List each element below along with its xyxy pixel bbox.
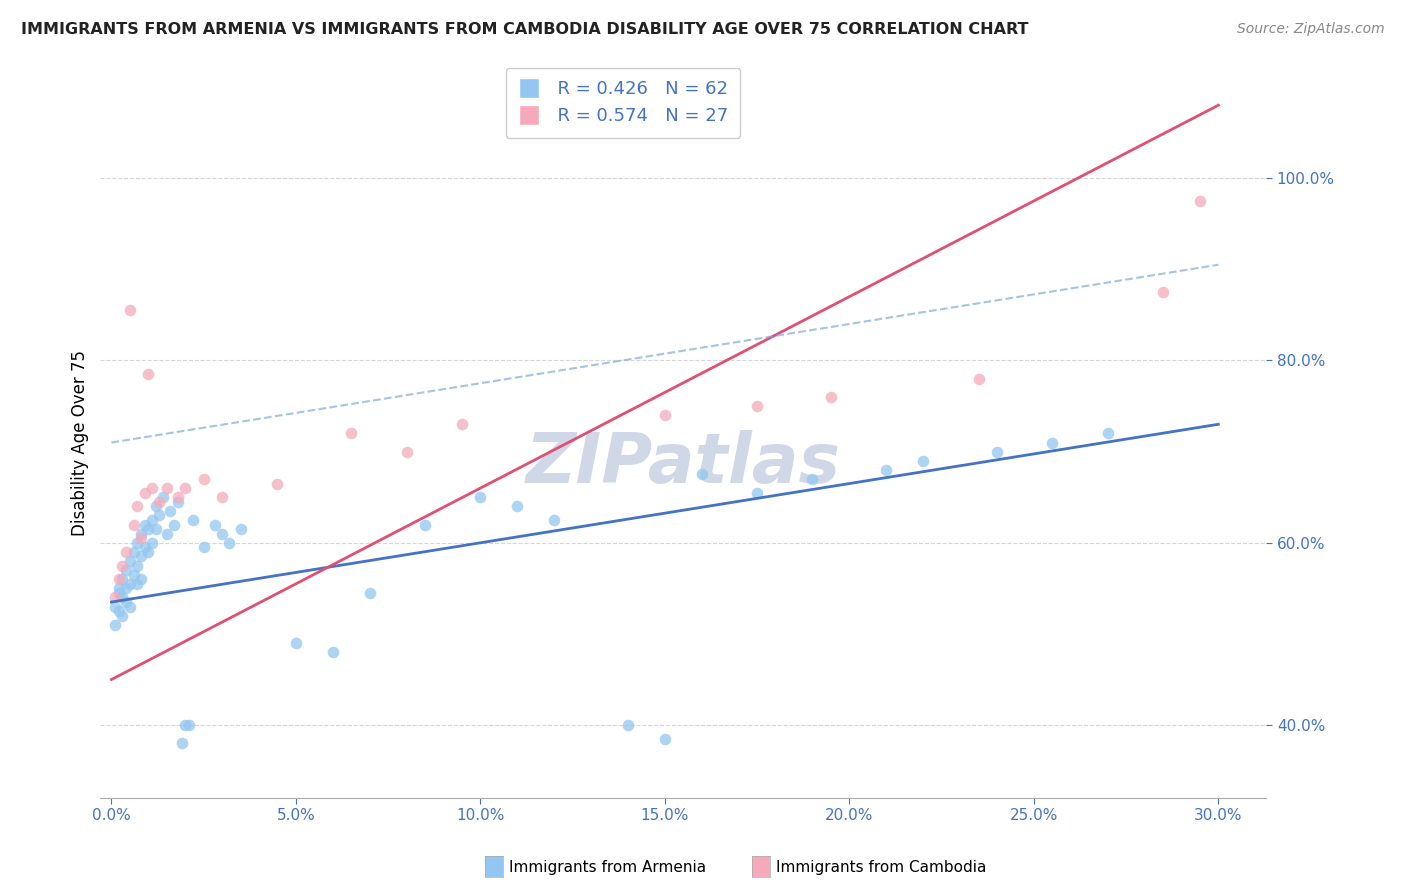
Point: [170, 736, 193, 750]
Point: [986, 444, 1008, 458]
Point: [145, 500, 167, 514]
Point: [127, 500, 149, 514]
Point: [127, 536, 149, 550]
Text: Immigrants from Cambodia: Immigrants from Cambodia: [776, 860, 987, 875]
Point: [166, 495, 188, 509]
Point: [181, 513, 204, 527]
Point: [129, 572, 152, 586]
Point: [107, 582, 129, 596]
Text: IMMIGRANTS FROM ARMENIA VS IMMIGRANTS FROM CAMBODIA DISABILITY AGE OVER 75 CORRE: IMMIGRANTS FROM ARMENIA VS IMMIGRANTS FR…: [21, 22, 1029, 37]
Point: [820, 390, 842, 404]
Point: [141, 536, 163, 550]
Point: [104, 599, 127, 614]
Point: [156, 481, 179, 495]
Point: [875, 463, 897, 477]
Point: [107, 586, 129, 600]
Point: [174, 481, 197, 495]
Point: [118, 554, 141, 568]
Text: Immigrants from Armenia: Immigrants from Armenia: [509, 860, 706, 875]
Point: [166, 490, 188, 504]
Point: [218, 536, 240, 550]
Point: [115, 545, 138, 559]
Point: [156, 526, 179, 541]
Point: [141, 513, 163, 527]
Point: [127, 577, 149, 591]
Text: Source: ZipAtlas.com: Source: ZipAtlas.com: [1237, 22, 1385, 37]
Point: [129, 531, 152, 545]
Point: [211, 526, 233, 541]
Point: [284, 636, 307, 650]
Point: [193, 541, 215, 555]
Point: [506, 500, 529, 514]
Point: [111, 608, 134, 623]
Point: [266, 476, 288, 491]
Point: [801, 472, 824, 486]
Point: [912, 454, 935, 468]
Point: [136, 522, 159, 536]
Point: [134, 517, 156, 532]
Point: [136, 545, 159, 559]
Y-axis label: Disability Age Over 75: Disability Age Over 75: [72, 350, 89, 535]
Point: [159, 504, 181, 518]
Point: [451, 417, 474, 432]
Point: [193, 472, 215, 486]
Point: [134, 485, 156, 500]
Point: [111, 558, 134, 573]
Point: [111, 572, 134, 586]
Point: [129, 526, 152, 541]
Point: [654, 731, 676, 746]
Point: [617, 718, 640, 732]
Point: [1188, 194, 1211, 208]
Point: [115, 563, 138, 577]
Text: ZIPatlas: ZIPatlas: [526, 430, 841, 498]
Point: [229, 522, 252, 536]
Point: [543, 513, 565, 527]
Point: [145, 522, 167, 536]
Point: [141, 481, 163, 495]
Point: [1097, 426, 1119, 441]
Point: [163, 517, 186, 532]
Point: [359, 586, 381, 600]
Point: [134, 541, 156, 555]
Point: [129, 549, 152, 564]
Point: [122, 517, 145, 532]
Legend:   R = 0.426   N = 62,   R = 0.574   N = 27: R = 0.426 N = 62, R = 0.574 N = 27: [506, 68, 741, 138]
Point: [747, 399, 769, 413]
Point: [118, 577, 141, 591]
Point: [152, 490, 174, 504]
Point: [104, 591, 127, 605]
Point: [395, 444, 418, 458]
Point: [148, 495, 170, 509]
Point: [104, 618, 127, 632]
Point: [747, 485, 769, 500]
Point: [967, 372, 990, 386]
Point: [107, 572, 129, 586]
Point: [654, 408, 676, 422]
Point: [413, 517, 436, 532]
Point: [115, 582, 138, 596]
Point: [118, 303, 141, 318]
Point: [690, 467, 713, 482]
Point: [1152, 285, 1174, 299]
Point: [204, 517, 226, 532]
Point: [127, 558, 149, 573]
Point: [111, 591, 134, 605]
Point: [340, 426, 363, 441]
Point: [122, 545, 145, 559]
Point: [470, 490, 492, 504]
Point: [122, 567, 145, 582]
Point: [211, 490, 233, 504]
Point: [107, 604, 129, 618]
Point: [322, 645, 344, 659]
Point: [177, 718, 200, 732]
Point: [1040, 435, 1063, 450]
Point: [118, 599, 141, 614]
Point: [115, 595, 138, 609]
Point: [136, 367, 159, 381]
Point: [174, 718, 197, 732]
Point: [148, 508, 170, 523]
